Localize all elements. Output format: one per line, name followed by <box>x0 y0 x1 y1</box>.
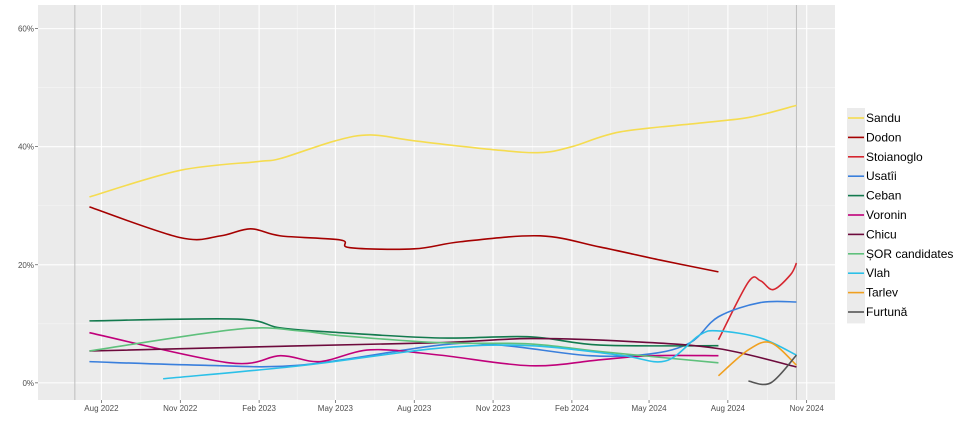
series-line-furtun- <box>748 354 798 386</box>
legend-label: Ceban <box>866 189 901 203</box>
legend-label: Usatîi <box>866 169 897 183</box>
legend-label: ȘOR candidates <box>866 247 953 261</box>
x-tick-label: Aug 2022 <box>84 404 119 413</box>
series-line-chicu <box>89 337 797 368</box>
series-line-ceban <box>89 318 719 347</box>
legend-label: Vlah <box>866 266 890 280</box>
y-axis: 0% 20% 40% 60% <box>18 25 38 388</box>
x-tick-label: Nov 2022 <box>163 404 198 413</box>
series-line-stoianoglo <box>717 262 798 341</box>
x-tick-label: Aug 2024 <box>711 404 746 413</box>
legend-label: Sandu <box>866 111 901 125</box>
x-tick-label: May 2023 <box>318 404 354 413</box>
x-tick-label: Feb 2023 <box>242 404 276 413</box>
x-tick-label: May 2024 <box>631 404 667 413</box>
series-line-usat-i <box>89 300 797 368</box>
series-line-tarlev <box>717 341 797 377</box>
series-lines <box>89 104 798 386</box>
legend-label: Chicu <box>866 227 897 241</box>
gridlines <box>38 5 835 400</box>
x-tick-label: Nov 2023 <box>476 404 511 413</box>
legend-label: Tarlev <box>866 286 898 300</box>
x-tick-label: Nov 2024 <box>790 404 825 413</box>
x-axis: Aug 2022 Nov 2022 Feb 2023 May 2023 Aug 2023… <box>84 400 824 413</box>
y-tick-label: 20% <box>18 261 34 270</box>
series-line--or-candidates <box>89 327 719 364</box>
legend: Sandu Dodon Stoianoglo Usatîi Ceban Voronin Ch… <box>847 108 953 324</box>
y-tick-label: 0% <box>22 379 34 388</box>
y-tick-label: 40% <box>18 143 34 152</box>
series-line-vlah <box>163 329 797 380</box>
series-line-sandu <box>89 104 797 198</box>
reference-lines <box>74 5 797 400</box>
series-line-dodon <box>89 206 719 273</box>
legend-label: Furtună <box>866 305 908 319</box>
legend-label: Voronin <box>866 208 907 222</box>
legend-label: Stoianoglo <box>866 150 923 164</box>
legend-label: Dodon <box>866 130 901 144</box>
x-tick-label: Aug 2023 <box>397 404 432 413</box>
series-line-voronin <box>89 331 719 367</box>
x-tick-label: Feb 2024 <box>555 404 589 413</box>
y-tick-label: 60% <box>18 25 34 34</box>
